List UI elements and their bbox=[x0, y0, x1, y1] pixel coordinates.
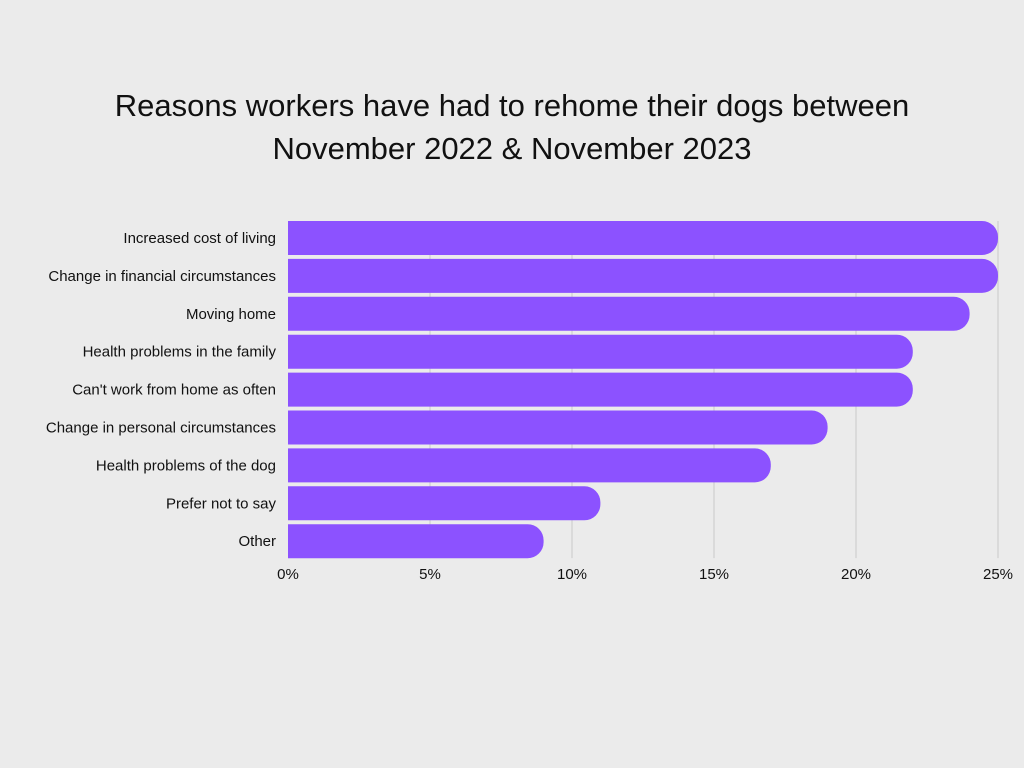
title-line-1: Reasons workers have had to rehome their… bbox=[114, 88, 910, 123]
category-label: Increased cost of living bbox=[123, 230, 276, 247]
bar bbox=[288, 448, 771, 483]
bar bbox=[288, 524, 544, 559]
category-label: Other bbox=[238, 533, 276, 550]
bar bbox=[288, 296, 970, 331]
category-label: Health problems of the dog bbox=[96, 457, 276, 474]
bar bbox=[288, 410, 828, 445]
category-label: Health problems in the family bbox=[83, 344, 277, 361]
category-label: Moving home bbox=[186, 306, 276, 323]
bar bbox=[288, 221, 998, 255]
category-label: Change in financial circumstances bbox=[48, 268, 276, 285]
x-tick-label: 5% bbox=[419, 566, 441, 583]
x-tick-label: 0% bbox=[277, 566, 299, 583]
category-label: Change in personal circumstances bbox=[46, 420, 276, 437]
bar bbox=[288, 486, 601, 521]
bar bbox=[288, 372, 913, 407]
x-tick-label: 10% bbox=[557, 566, 587, 583]
x-tick-label: 25% bbox=[983, 566, 1013, 583]
chart-title: Reasons workers have had to rehome their… bbox=[0, 84, 1024, 170]
x-tick-label: 15% bbox=[699, 566, 729, 583]
title-line-2: November 2022 & November 2023 bbox=[272, 131, 752, 166]
x-tick-label: 20% bbox=[841, 566, 871, 583]
category-label: Can't work from home as often bbox=[72, 382, 276, 399]
bar bbox=[288, 334, 913, 369]
category-label: Prefer not to say bbox=[166, 495, 277, 512]
bar bbox=[288, 258, 998, 293]
